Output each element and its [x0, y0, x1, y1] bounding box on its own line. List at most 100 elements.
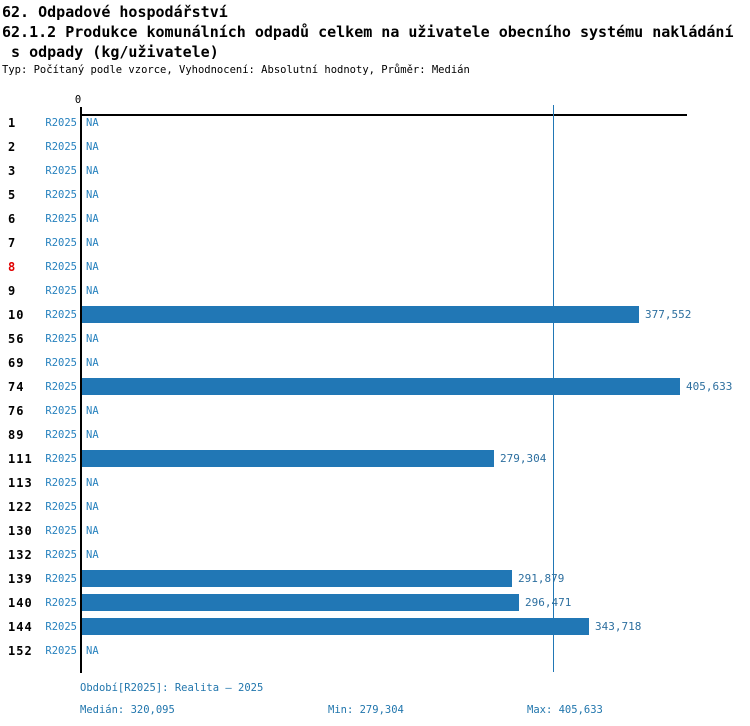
row-na-label: NA — [86, 333, 99, 345]
row-category-label: 69 — [8, 356, 25, 370]
row-category-label: 9 — [8, 284, 17, 298]
row-na-label: NA — [86, 285, 99, 297]
bar-value-label: 291,879 — [518, 572, 565, 585]
row-na-label: NA — [86, 501, 99, 513]
row-na-label: NA — [86, 525, 99, 537]
chart-row: 3 R2025 NA — [0, 159, 750, 183]
row-category-label: 2 — [8, 140, 17, 154]
row-period-label: R2025 — [45, 189, 77, 201]
footer-max: Max: 405,633 — [527, 704, 603, 716]
chart-row: 7 R2025 NA — [0, 231, 750, 255]
row-period-label: R2025 — [45, 453, 77, 465]
y-axis-line — [80, 107, 82, 673]
chart-row: 76 R2025 NA — [0, 399, 750, 423]
row-period-label: R2025 — [45, 117, 77, 129]
bar-value-label: 296,471 — [525, 596, 572, 609]
chart-row: 5 R2025 NA — [0, 183, 750, 207]
chart-row: 144 R2025 343,718 — [0, 615, 750, 639]
chart-row: 152 R2025 NA — [0, 639, 750, 663]
chart-row: 74 R2025 405,633 — [0, 375, 750, 399]
value-bar — [82, 570, 512, 587]
row-na-label: NA — [86, 189, 99, 201]
row-na-label: NA — [86, 477, 99, 489]
bar-value-label: 343,718 — [595, 620, 642, 633]
row-na-label: NA — [86, 141, 99, 153]
row-period-label: R2025 — [45, 165, 77, 177]
row-category-label: 139 — [8, 572, 33, 586]
row-na-label: NA — [86, 117, 99, 129]
footer-period: Období[R2025]: Realita – 2025 — [80, 682, 264, 694]
value-bar — [82, 378, 680, 395]
x-axis-line — [80, 114, 687, 116]
row-period-label: R2025 — [45, 549, 77, 561]
row-category-label: 8 — [8, 260, 17, 274]
row-period-label: R2025 — [45, 381, 77, 393]
bar-value-label: 405,633 — [686, 380, 733, 393]
row-period-label: R2025 — [45, 501, 77, 513]
footer-min: Min: 279,304 — [328, 704, 404, 716]
row-na-label: NA — [86, 261, 99, 273]
chart-row: 6 R2025 NA — [0, 207, 750, 231]
footer-median: Medián: 320,095 — [80, 704, 175, 716]
row-category-label: 132 — [8, 548, 33, 562]
row-category-label: 130 — [8, 524, 33, 538]
chart-row: 113 R2025 NA — [0, 471, 750, 495]
row-na-label: NA — [86, 357, 99, 369]
bar-value-label: 279,304 — [500, 452, 547, 465]
row-category-label: 3 — [8, 164, 17, 178]
row-period-label: R2025 — [45, 285, 77, 297]
row-category-label: 1 — [8, 116, 17, 130]
row-period-label: R2025 — [45, 621, 77, 633]
row-category-label: 140 — [8, 596, 33, 610]
row-category-label: 56 — [8, 332, 25, 346]
chart-row: 9 R2025 NA — [0, 279, 750, 303]
row-na-label: NA — [86, 405, 99, 417]
row-category-label: 74 — [8, 380, 25, 394]
row-category-label: 152 — [8, 644, 33, 658]
bar-value-label: 377,552 — [645, 308, 692, 321]
row-category-label: 76 — [8, 404, 25, 418]
value-bar — [82, 618, 589, 635]
chart-row: 1 R2025 NA — [0, 111, 750, 135]
row-period-label: R2025 — [45, 477, 77, 489]
row-period-label: R2025 — [45, 333, 77, 345]
chart-row: 111 R2025 279,304 — [0, 447, 750, 471]
row-period-label: R2025 — [45, 237, 77, 249]
row-period-label: R2025 — [45, 405, 77, 417]
chart-row: 122 R2025 NA — [0, 495, 750, 519]
row-category-label: 5 — [8, 188, 17, 202]
row-category-label: 6 — [8, 212, 17, 226]
row-category-label: 144 — [8, 620, 33, 634]
page-title: 62. Odpadové hospodářství — [2, 3, 228, 21]
chart-row: 139 R2025 291,879 — [0, 567, 750, 591]
row-period-label: R2025 — [45, 141, 77, 153]
chart-row: 132 R2025 NA — [0, 543, 750, 567]
chart-row: 10 R2025 377,552 — [0, 303, 750, 327]
indicator-meta: Typ: Počítaný podle vzorce, Vyhodnocení:… — [2, 64, 470, 76]
chart-row: 89 R2025 NA — [0, 423, 750, 447]
row-na-label: NA — [86, 645, 99, 657]
row-period-label: R2025 — [45, 357, 77, 369]
row-category-label: 111 — [8, 452, 33, 466]
row-category-label: 113 — [8, 476, 33, 490]
row-na-label: NA — [86, 237, 99, 249]
row-category-label: 89 — [8, 428, 25, 442]
row-period-label: R2025 — [45, 645, 77, 657]
chart-row: 140 R2025 296,471 — [0, 591, 750, 615]
row-period-label: R2025 — [45, 213, 77, 225]
row-category-label: 122 — [8, 500, 33, 514]
row-period-label: R2025 — [45, 429, 77, 441]
chart-row: 8 R2025 NA — [0, 255, 750, 279]
row-period-label: R2025 — [45, 309, 77, 321]
value-bar — [82, 450, 494, 467]
row-period-label: R2025 — [45, 597, 77, 609]
row-period-label: R2025 — [45, 573, 77, 585]
row-na-label: NA — [86, 429, 99, 441]
value-bar — [82, 306, 639, 323]
indicator-title-line2: s odpady (kg/uživatele) — [2, 43, 219, 61]
chart-row: 56 R2025 NA — [0, 327, 750, 351]
row-na-label: NA — [86, 549, 99, 561]
row-period-label: R2025 — [45, 261, 77, 273]
chart-row: 2 R2025 NA — [0, 135, 750, 159]
